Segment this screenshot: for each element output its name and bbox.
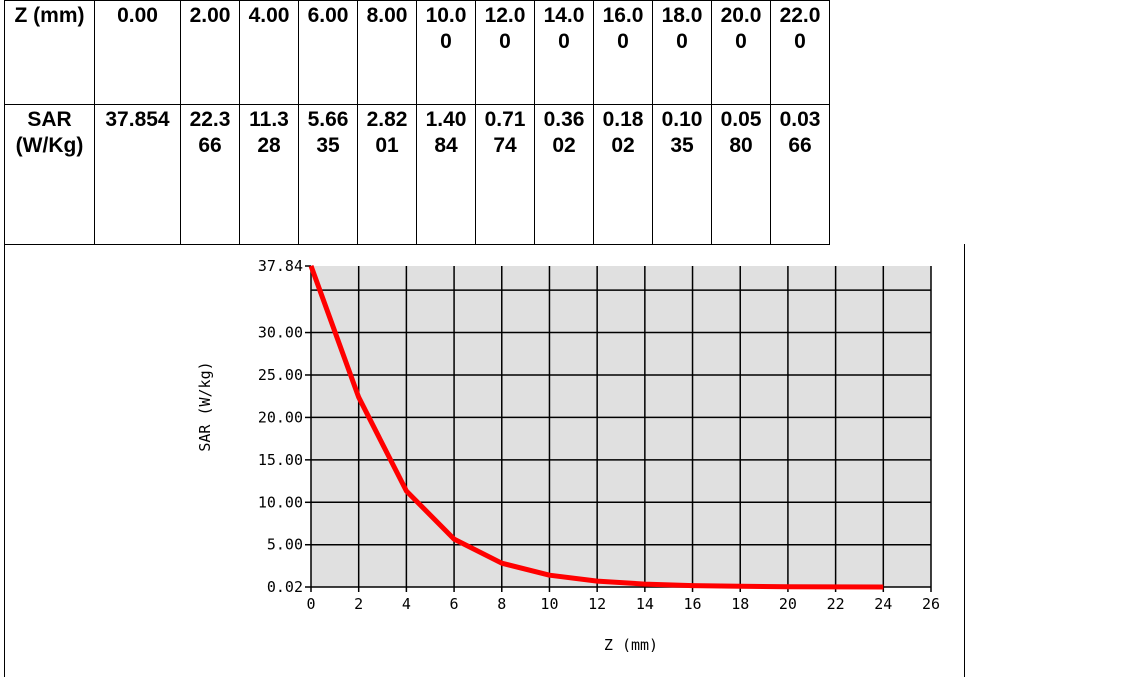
x-tick-label: 24 [874,595,892,613]
sar-value-cell: 0.7174 [475,104,535,245]
y-axis-label: SAR (W/kg) [196,361,214,451]
sar-value-cell: 0.0366 [770,104,830,245]
sar-value-cell: 1.4084 [416,104,476,245]
x-tick-label: 26 [922,595,940,613]
sar-value-cell: 2.8201 [357,104,417,245]
y-tick-label: 0.02 [267,578,303,596]
sar-value-cell: 11.328 [239,104,299,245]
x-tick-label: 12 [588,595,606,613]
y-tick-label: 25.00 [258,366,303,384]
z-value-cell: 10.00 [416,0,476,105]
x-tick-label: 20 [779,595,797,613]
y-tick-label: 30.00 [258,324,303,342]
x-tick-label: 8 [497,595,506,613]
sar-header-cell: SAR (W/Kg) [4,104,95,245]
x-tick-label: 2 [354,595,363,613]
sar-value-cell: 0.0580 [711,104,771,245]
z-value-cell: 4.00 [239,0,299,105]
z-value-cell: 18.00 [652,0,712,105]
y-tick-label: 10.00 [258,493,303,511]
z-value-cell: 22.00 [770,0,830,105]
sar-value-cell: 22.366 [180,104,240,245]
x-tick-label: 0 [306,595,315,613]
sar-value-cell: 0.1035 [652,104,712,245]
sar-series-line [308,265,884,590]
sar-value-cell: 0.1802 [593,104,653,245]
x-axis-label: Z (mm) [604,636,658,654]
x-tick-label: 10 [540,595,558,613]
z-value-cell: 0.00 [94,0,181,105]
y-tick-label: 37.84 [258,257,303,275]
z-value-cell: 16.00 [593,0,653,105]
sar-data-table: Z (mm) 0.00 2.00 4.00 6.00 8.00 10.00 12… [4,0,830,245]
y-tick-label: 20.00 [258,408,303,426]
x-tick-label: 6 [450,595,459,613]
grid [311,266,932,587]
table-row-sar: SAR (W/Kg) 37.854 22.366 11.328 5.6635 2… [4,104,830,245]
x-tick-label: 14 [636,595,654,613]
sar-value-cell: 5.6635 [298,104,358,245]
axis-ticks: 0 2 4 6 8 10 12 14 16 18 20 22 24 260.025.0010.0015.0… [258,257,940,613]
y-tick-label: 5.00 [267,536,303,554]
x-tick-label: 4 [402,595,411,613]
z-value-cell: 12.00 [475,0,535,105]
x-tick-label: 16 [684,595,702,613]
sar-value-cell: 37.854 [94,104,181,245]
x-tick-label: 22 [827,595,845,613]
table-row-z: Z (mm) 0.00 2.00 4.00 6.00 8.00 10.00 12… [4,0,830,105]
x-tick-label: 18 [731,595,749,613]
chart-cell [4,244,965,677]
z-value-cell: 14.00 [534,0,594,105]
plot-background [311,266,931,587]
z-header-cell: Z (mm) [4,0,95,105]
y-tick-label: 15.00 [258,451,303,469]
